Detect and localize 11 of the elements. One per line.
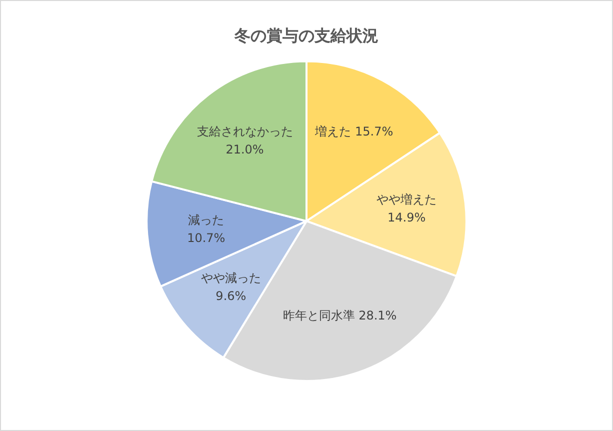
data-label: 9.6% bbox=[216, 288, 246, 303]
slice-label: 支給されなかった bbox=[196, 124, 293, 139]
slice-label: やや減った bbox=[200, 270, 261, 285]
slice-label: 減った bbox=[188, 212, 224, 227]
data-label: 21.0% bbox=[226, 142, 264, 157]
data-label: 10.7% bbox=[187, 230, 226, 245]
chart-title: 冬の賞与の支給状況 bbox=[234, 26, 378, 45]
slice-label: 昨年と同水準 28.1% bbox=[282, 308, 397, 322]
slice-label: 増えた 15.7% bbox=[314, 124, 394, 138]
data-label: 14.9% bbox=[387, 210, 426, 225]
slice-label: やや増えた bbox=[376, 192, 437, 207]
